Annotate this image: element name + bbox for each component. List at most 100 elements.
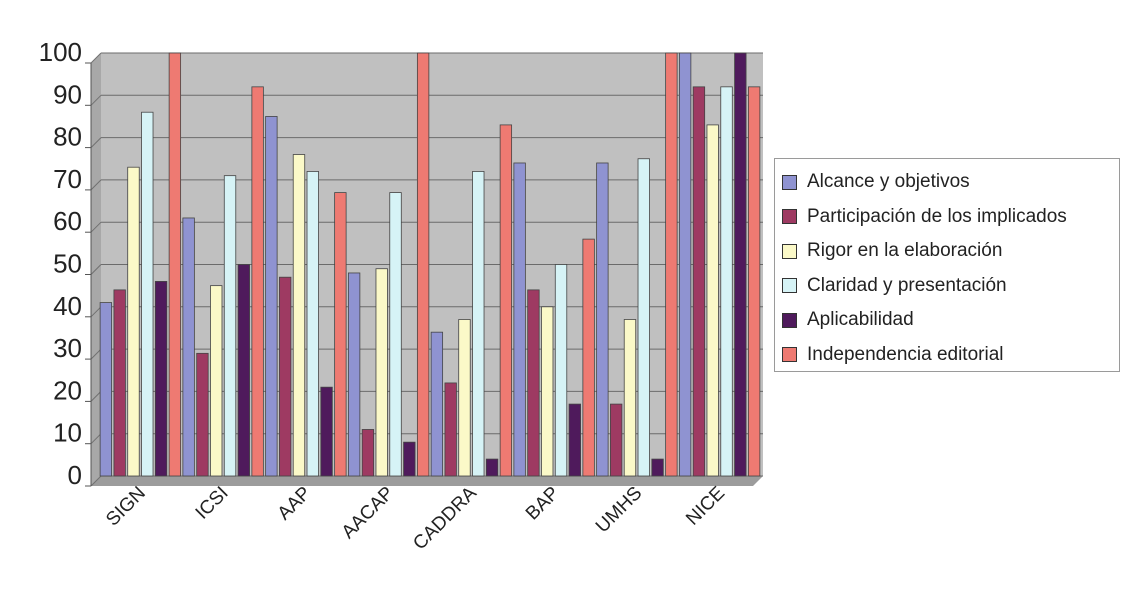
x-tick-label: UMHS	[592, 483, 646, 537]
bar	[499, 124, 513, 477]
bar	[389, 192, 402, 477]
legend-label: Alcance y objetivos	[807, 171, 970, 193]
legend: Alcance y objetivos Participación de los …	[774, 158, 1120, 372]
bar	[485, 458, 499, 477]
legend-item: Participación de los implicados	[775, 200, 1119, 235]
y-tick-label: 90	[53, 79, 82, 109]
y-tick-label: 0	[68, 460, 82, 490]
y-axis: 0 10 20 30 40 50 60 70 80 90 100	[39, 37, 92, 490]
bar	[568, 403, 581, 477]
x-tick-label: BAP	[522, 483, 564, 525]
x-axis: SIGN ICSI AAP AACAP CADDRA BAP UMHS NICE	[102, 482, 729, 554]
gridline-diagonal	[90, 52, 102, 64]
bar	[99, 302, 113, 477]
legend-swatch	[782, 209, 797, 225]
legend-label: Rigor en la elaboración	[807, 240, 1003, 262]
bar	[747, 86, 761, 477]
bar	[651, 458, 664, 477]
bar	[279, 276, 292, 477]
bar	[168, 52, 182, 477]
gridline-diagonal	[90, 475, 102, 487]
gridline-diagonal	[90, 348, 102, 360]
legend-label: Participación de los implicados	[807, 205, 1067, 227]
bar	[375, 268, 388, 477]
bar	[720, 86, 733, 477]
y-tick-label: 70	[53, 164, 82, 194]
bar	[306, 171, 319, 477]
bar	[196, 352, 209, 477]
legend-swatch	[782, 347, 797, 363]
bar	[637, 158, 650, 477]
bar	[513, 162, 526, 477]
y-tick-label: 100	[39, 37, 82, 67]
floor	[91, 476, 763, 486]
legend-swatch	[782, 243, 797, 259]
gridline-diagonal	[90, 179, 102, 191]
bar	[458, 319, 471, 477]
y-tick-label: 40	[53, 291, 82, 321]
y-tick-label: 30	[53, 333, 82, 363]
bar	[237, 264, 250, 477]
bar	[472, 171, 485, 477]
bar	[596, 162, 609, 477]
legend-label: Aplicabilidad	[807, 309, 914, 331]
legend-label: Independencia editorial	[807, 343, 1004, 365]
legend-swatch	[782, 278, 797, 294]
legend-item: Aplicabilidad	[775, 303, 1119, 338]
bar	[527, 289, 540, 477]
gridline-diagonal	[90, 433, 102, 445]
legend-item: Independencia editorial	[775, 338, 1119, 373]
x-tick-label: ICSI	[192, 483, 233, 524]
bar	[416, 52, 430, 477]
x-tick-label: NICE	[682, 483, 729, 530]
gridline-diagonal	[90, 137, 102, 148]
bars	[99, 52, 761, 477]
x-tick-label: SIGN	[102, 483, 150, 531]
bar	[361, 429, 375, 477]
y-tick-label: 10	[53, 418, 82, 448]
gridline-diagonal	[90, 391, 102, 402]
y-tick-label: 80	[53, 122, 82, 152]
bar	[444, 382, 457, 477]
gridline-diagonal	[90, 94, 102, 106]
x-tick-label: AAP	[274, 483, 316, 525]
bar	[554, 264, 568, 477]
legend-item: Claridad y presentación	[775, 269, 1119, 304]
x-tick-label: CADDRA	[409, 482, 481, 554]
gridline-diagonal	[90, 221, 102, 233]
y-tick-label: 50	[53, 249, 82, 279]
y-tick-label: 60	[53, 206, 82, 236]
bar	[582, 238, 595, 477]
bar	[320, 386, 333, 477]
bar	[623, 319, 637, 477]
bar	[113, 289, 126, 477]
bar	[347, 272, 361, 477]
bar	[541, 306, 554, 477]
legend-swatch	[782, 174, 797, 190]
bar	[678, 52, 692, 477]
bar	[665, 52, 678, 477]
bar	[265, 116, 278, 477]
bar	[251, 86, 264, 477]
bar	[182, 217, 195, 477]
bar	[154, 281, 168, 477]
bar	[734, 52, 747, 477]
gridline-diagonal	[90, 306, 102, 318]
y-tick-label: 20	[53, 375, 82, 405]
bar	[127, 166, 140, 477]
bar	[141, 111, 154, 477]
bar	[706, 124, 719, 477]
x-tick-label: AACAP	[338, 483, 398, 543]
bar	[692, 86, 706, 477]
bar	[210, 285, 223, 477]
legend-swatch	[782, 312, 797, 328]
legend-item: Rigor en la elaboración	[775, 234, 1119, 269]
legend-label: Claridad y presentación	[807, 274, 1007, 296]
gridline-diagonal	[90, 264, 102, 275]
bar	[610, 403, 623, 477]
legend-item: Alcance y objetivos	[775, 165, 1119, 200]
bar	[430, 331, 444, 477]
bar	[334, 192, 347, 477]
bar	[292, 154, 306, 477]
